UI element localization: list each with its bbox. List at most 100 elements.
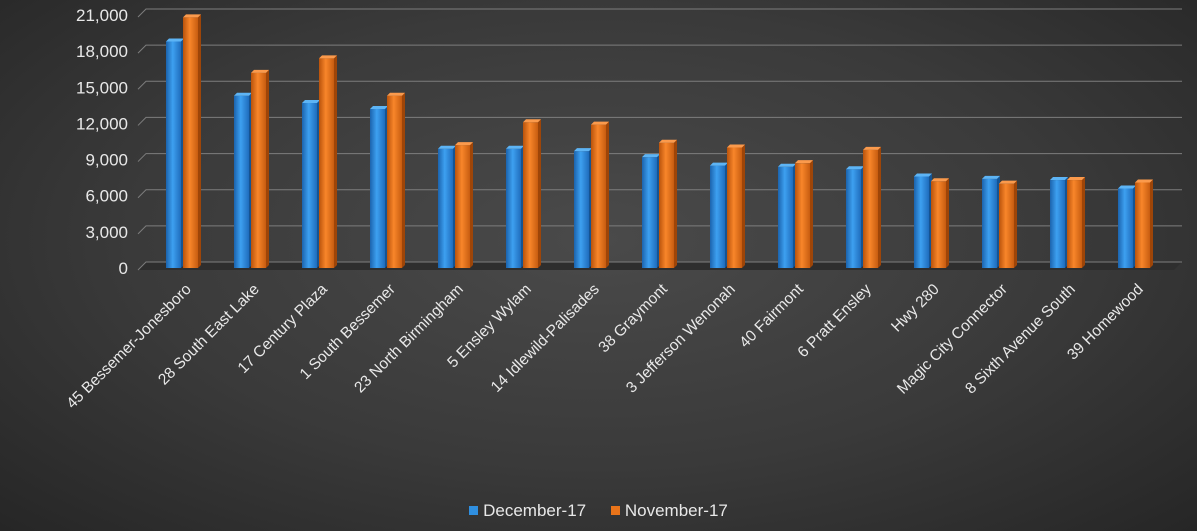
bar-front xyxy=(234,95,249,268)
gridline xyxy=(137,225,1182,235)
bar-december xyxy=(642,154,660,268)
bar-november xyxy=(455,142,473,268)
bar-side xyxy=(878,146,881,268)
x-category-label: 38 Graymont xyxy=(595,280,671,356)
bar-side xyxy=(1014,180,1017,268)
legend-swatch-november xyxy=(610,506,620,515)
bar-top xyxy=(234,92,252,96)
bar-top xyxy=(914,173,932,177)
bar-front xyxy=(999,183,1014,268)
x-category-label: 40 Fairmont xyxy=(736,280,807,351)
bar-top xyxy=(370,105,388,109)
bar-november xyxy=(863,146,881,268)
x-category-label: 45 Bessemer-Jonesboro xyxy=(63,281,194,412)
bar-december xyxy=(302,99,320,268)
bar-front xyxy=(642,157,657,268)
y-tick-label: 15,000 xyxy=(76,78,128,97)
bar-top xyxy=(1067,177,1085,181)
gridline xyxy=(137,8,1182,18)
bar-november xyxy=(727,144,745,268)
gridline xyxy=(137,80,1182,90)
bar-top xyxy=(251,69,269,73)
bar-front xyxy=(778,166,793,268)
legend-item-november: November-17 xyxy=(610,501,728,521)
bar-december xyxy=(234,92,252,268)
gridline xyxy=(137,44,1182,54)
bar-top xyxy=(863,146,881,150)
bar-top xyxy=(302,99,320,103)
bar-front xyxy=(183,17,198,269)
bar-top xyxy=(506,145,524,149)
bar-november xyxy=(387,92,405,268)
bar-december xyxy=(710,162,728,268)
bar-front xyxy=(1067,180,1082,268)
bar-side xyxy=(1150,179,1153,268)
bar-top xyxy=(727,144,745,148)
bar-side xyxy=(674,139,677,268)
bar-november xyxy=(319,55,337,268)
bar-top xyxy=(166,38,184,42)
y-tick-label: 21,000 xyxy=(76,6,128,25)
gridline xyxy=(137,153,1182,162)
bar-side xyxy=(946,178,949,268)
bar-december xyxy=(166,38,184,268)
bar-top xyxy=(931,178,949,182)
bar-top xyxy=(438,145,456,149)
bar-top xyxy=(710,162,728,166)
bar-top xyxy=(574,148,592,152)
legend-item-december: December-17 xyxy=(469,501,586,521)
bar-december xyxy=(1050,177,1068,268)
bar-side xyxy=(402,92,405,268)
bar-front xyxy=(727,147,742,268)
bar-november xyxy=(795,160,813,268)
y-axis: 0 3,000 6,000 9,000 12,000 15,000 18,000 21,000 xyxy=(76,6,128,278)
bar-side xyxy=(334,55,337,268)
bar-top xyxy=(591,121,609,125)
bar-front xyxy=(302,102,317,268)
bar-front xyxy=(438,148,453,268)
bar-november xyxy=(183,14,201,269)
bar-december xyxy=(778,163,796,268)
bar-december xyxy=(982,175,1000,268)
y-tick-label: 6,000 xyxy=(85,187,128,206)
legend-label-december: December-17 xyxy=(483,500,587,520)
bar-front xyxy=(574,151,589,268)
bar-front xyxy=(846,169,861,268)
legend: December-17 November-17 xyxy=(0,500,1197,521)
bar-top xyxy=(1135,179,1153,183)
y-tick-label: 0 xyxy=(119,259,128,278)
bar-front xyxy=(591,124,606,268)
bar-november xyxy=(999,180,1017,268)
bar-top xyxy=(982,175,1000,179)
bar-front xyxy=(914,176,929,268)
bars xyxy=(166,14,1153,269)
y-tick-label: 18,000 xyxy=(76,42,128,61)
bar-november xyxy=(1067,177,1085,268)
bar-front xyxy=(931,181,946,268)
bar-top xyxy=(778,163,796,167)
bar-top xyxy=(1118,185,1136,189)
bar-december xyxy=(574,148,592,268)
bar-top xyxy=(523,119,541,123)
bar-november xyxy=(659,139,677,268)
bar-top xyxy=(455,142,473,146)
bar-side xyxy=(538,119,541,268)
bar-side xyxy=(742,144,745,268)
bar-top xyxy=(999,180,1017,184)
bar-front xyxy=(319,58,334,268)
bar-front xyxy=(1135,182,1150,268)
bar-december xyxy=(1118,185,1136,268)
bar-top xyxy=(1050,177,1068,181)
gridline xyxy=(137,189,1182,199)
bar-top xyxy=(659,139,677,143)
bar-front xyxy=(166,41,181,268)
bar-top xyxy=(183,14,201,18)
bar-front xyxy=(251,72,266,268)
bar-top xyxy=(795,160,813,164)
bar-front xyxy=(982,178,997,268)
bar-side xyxy=(198,14,201,268)
bar-side xyxy=(470,142,473,268)
bar-november xyxy=(931,178,949,268)
legend-swatch-december xyxy=(469,506,479,515)
